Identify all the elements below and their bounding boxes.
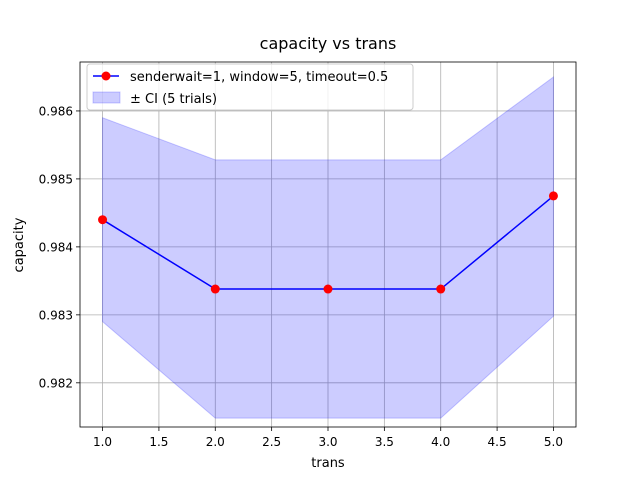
legend-box xyxy=(86,63,414,111)
x-tick-label: 4.0 xyxy=(431,435,450,449)
grid xyxy=(80,62,576,427)
x-tick-label: 5.0 xyxy=(544,435,563,449)
x-tick-label: 2.0 xyxy=(206,435,225,449)
x-tick-label: 2.5 xyxy=(262,435,281,449)
ci-band xyxy=(102,75,554,419)
x-tick-label: 3.0 xyxy=(318,435,337,449)
data-point xyxy=(548,191,558,201)
y-tick-label: 0.984 xyxy=(39,240,73,254)
x-axis-label: trans xyxy=(311,456,345,471)
legend-ci-label: ± CI (5 trials) xyxy=(130,92,217,107)
data-point xyxy=(210,284,220,294)
legend-marker-swatch xyxy=(101,71,111,81)
y-tick-label: 0.982 xyxy=(39,376,73,390)
y-tick-label: 0.986 xyxy=(39,104,73,118)
series-markers xyxy=(98,191,558,294)
legend-series-label: senderwait=1, window=5, timeout=0.5 xyxy=(130,70,388,85)
y-tick-label: 0.985 xyxy=(39,172,73,186)
data-point xyxy=(98,215,108,225)
legend-ci-swatch xyxy=(92,91,121,104)
data-point xyxy=(323,284,333,294)
x-axis-ticks: 1.0 1.5 2.0 2.5 3.0 3.5 4.0 4.5 5.0 xyxy=(93,427,563,449)
x-tick-label: 1.5 xyxy=(149,435,168,449)
x-tick-label: 4.5 xyxy=(488,435,507,449)
x-tick-label: 3.5 xyxy=(375,435,394,449)
legend: senderwait=1, window=5, timeout=0.5 ± CI… xyxy=(86,63,414,111)
y-axis-label: capacity xyxy=(12,217,27,272)
data-point xyxy=(436,284,446,294)
y-tick-label: 0.983 xyxy=(39,308,73,322)
x-tick-label: 1.0 xyxy=(93,435,112,449)
chart-title: capacity vs trans xyxy=(260,34,397,53)
y-axis-ticks: 0.982 0.983 0.984 0.985 0.986 xyxy=(39,104,80,390)
